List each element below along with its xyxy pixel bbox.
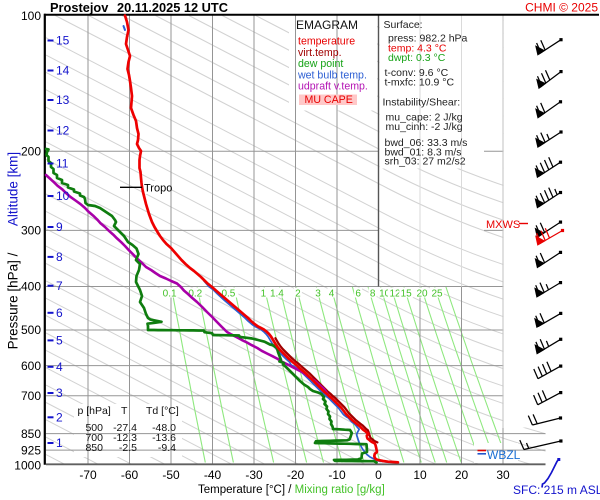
svg-text:Prostejov: Prostejov	[50, 0, 109, 15]
svg-text:25: 25	[431, 289, 443, 300]
svg-text:-12.3: -12.3	[113, 432, 137, 444]
svg-text:-20: -20	[287, 468, 305, 482]
svg-text:300: 300	[21, 224, 41, 238]
svg-text:0.1: 0.1	[163, 289, 177, 300]
svg-text:500: 500	[85, 422, 103, 434]
svg-text:CHMI © 2025: CHMI © 2025	[525, 1, 598, 15]
svg-text:Tropo: Tropo	[144, 183, 172, 195]
svg-text:-40: -40	[204, 468, 222, 482]
svg-text:850: 850	[21, 427, 41, 441]
svg-text:3: 3	[315, 289, 321, 300]
svg-text:20.11.2025 12 UTC: 20.11.2025 12 UTC	[117, 0, 228, 15]
svg-text:Instability/Shear:: Instability/Shear:	[383, 96, 461, 108]
svg-text:400: 400	[21, 280, 41, 294]
svg-text:-13.6: -13.6	[152, 432, 176, 444]
svg-text:1000: 1000	[14, 459, 41, 473]
svg-text:virt.temp.: virt.temp.	[298, 47, 342, 59]
svg-text:T: T	[121, 405, 128, 417]
svg-text:mu_cinh: -2 J/kg: mu_cinh: -2 J/kg	[386, 121, 463, 133]
svg-text:700: 700	[85, 432, 103, 444]
svg-text:-30: -30	[245, 468, 263, 482]
svg-text:1: 1	[261, 289, 267, 300]
svg-text:600: 600	[21, 359, 41, 373]
svg-text:9: 9	[56, 220, 63, 234]
svg-text:temperature: temperature	[298, 36, 355, 48]
svg-text:10: 10	[413, 468, 427, 482]
svg-text:4: 4	[329, 289, 335, 300]
svg-text:0.2: 0.2	[188, 289, 202, 300]
svg-text:Temperature [°C] / Mixing r: Temperature [°C] / Mixing ratio [g/kg]	[198, 484, 385, 496]
svg-text:mu_cape: 2 J/kg: mu_cape: 2 J/kg	[386, 112, 463, 124]
svg-text:dwpt: 0.3 °C: dwpt: 0.3 °C	[388, 52, 446, 64]
svg-text:3: 3	[56, 386, 63, 400]
svg-text:200: 200	[21, 145, 41, 159]
svg-text:12: 12	[56, 124, 70, 138]
svg-text:t-conv: 9.6 °C: t-conv: 9.6 °C	[385, 67, 449, 79]
svg-text:2: 2	[295, 289, 301, 300]
svg-text:bwd_06: 33.3 m/s: bwd_06: 33.3 m/s	[385, 137, 468, 149]
svg-text:14: 14	[56, 64, 70, 78]
svg-text:20: 20	[416, 289, 428, 300]
svg-text:dew point: dew point	[298, 58, 343, 70]
svg-text:-9.4: -9.4	[158, 442, 176, 454]
svg-text:1.4: 1.4	[270, 289, 284, 300]
svg-text:Pressure [hPa] /: Pressure [hPa] /	[6, 252, 21, 349]
svg-text:8: 8	[370, 289, 376, 300]
svg-text:Surface:: Surface:	[384, 19, 423, 31]
svg-text:4: 4	[56, 360, 63, 374]
svg-text:Altitude [km]: Altitude [km]	[6, 152, 21, 226]
svg-text:Td [°C]: Td [°C]	[146, 405, 179, 417]
svg-text:6: 6	[355, 289, 361, 300]
svg-text:-60: -60	[121, 468, 139, 482]
svg-text:6: 6	[56, 306, 63, 320]
svg-text:-50: -50	[162, 468, 180, 482]
svg-text:SFC: 215 m ASL: SFC: 215 m ASL	[513, 483, 600, 497]
svg-text:850: 850	[85, 442, 103, 454]
svg-text:wet bulb temp.: wet bulb temp.	[297, 69, 367, 81]
svg-text:0.5: 0.5	[221, 289, 235, 300]
svg-text:bwd_01: 8.3 m/s: bwd_01: 8.3 m/s	[385, 146, 462, 158]
svg-text:t-mxfc: 10.9 °C: t-mxfc: 10.9 °C	[385, 77, 455, 89]
svg-text:12: 12	[389, 289, 401, 300]
svg-text:925: 925	[21, 443, 41, 457]
svg-text:MXWS: MXWS	[486, 219, 520, 231]
svg-text:p [hPa]: p [hPa]	[78, 405, 111, 417]
svg-text:EMAGRAM: EMAGRAM	[296, 18, 358, 32]
svg-text:-27.4: -27.4	[113, 422, 137, 434]
svg-text:srh_03: 27 m2/s2: srh_03: 27 m2/s2	[385, 155, 466, 167]
svg-text:8: 8	[56, 250, 63, 264]
svg-text:700: 700	[21, 389, 41, 403]
svg-text:-70: -70	[79, 468, 97, 482]
svg-text:10: 10	[379, 289, 391, 300]
svg-text:11: 11	[56, 157, 69, 171]
svg-text:7: 7	[56, 279, 63, 293]
svg-text:-2.5: -2.5	[119, 442, 137, 454]
svg-text:2: 2	[56, 411, 63, 425]
svg-text:5: 5	[56, 334, 63, 348]
svg-text:1: 1	[56, 436, 63, 450]
svg-text:0: 0	[375, 468, 382, 482]
svg-text:press: 982.2 hPa: press: 982.2 hPa	[388, 33, 468, 45]
svg-text:20: 20	[455, 468, 469, 482]
svg-text:WBZL: WBZL	[487, 448, 521, 462]
svg-text:10: 10	[56, 189, 70, 203]
svg-text:udpraft v.temp.: udpraft v.temp.	[298, 81, 368, 93]
svg-text:temp: 4.3 °C: temp: 4.3 °C	[388, 43, 447, 55]
svg-text:500: 500	[21, 323, 41, 337]
svg-text:13: 13	[56, 93, 70, 107]
svg-text:30: 30	[496, 468, 510, 482]
svg-text:15: 15	[56, 34, 70, 48]
svg-text:100: 100	[21, 9, 41, 23]
svg-text:-48.0: -48.0	[152, 422, 176, 434]
svg-text:-10: -10	[328, 468, 346, 482]
svg-text:15: 15	[401, 289, 413, 300]
svg-text:MU CAPE: MU CAPE	[305, 94, 353, 106]
